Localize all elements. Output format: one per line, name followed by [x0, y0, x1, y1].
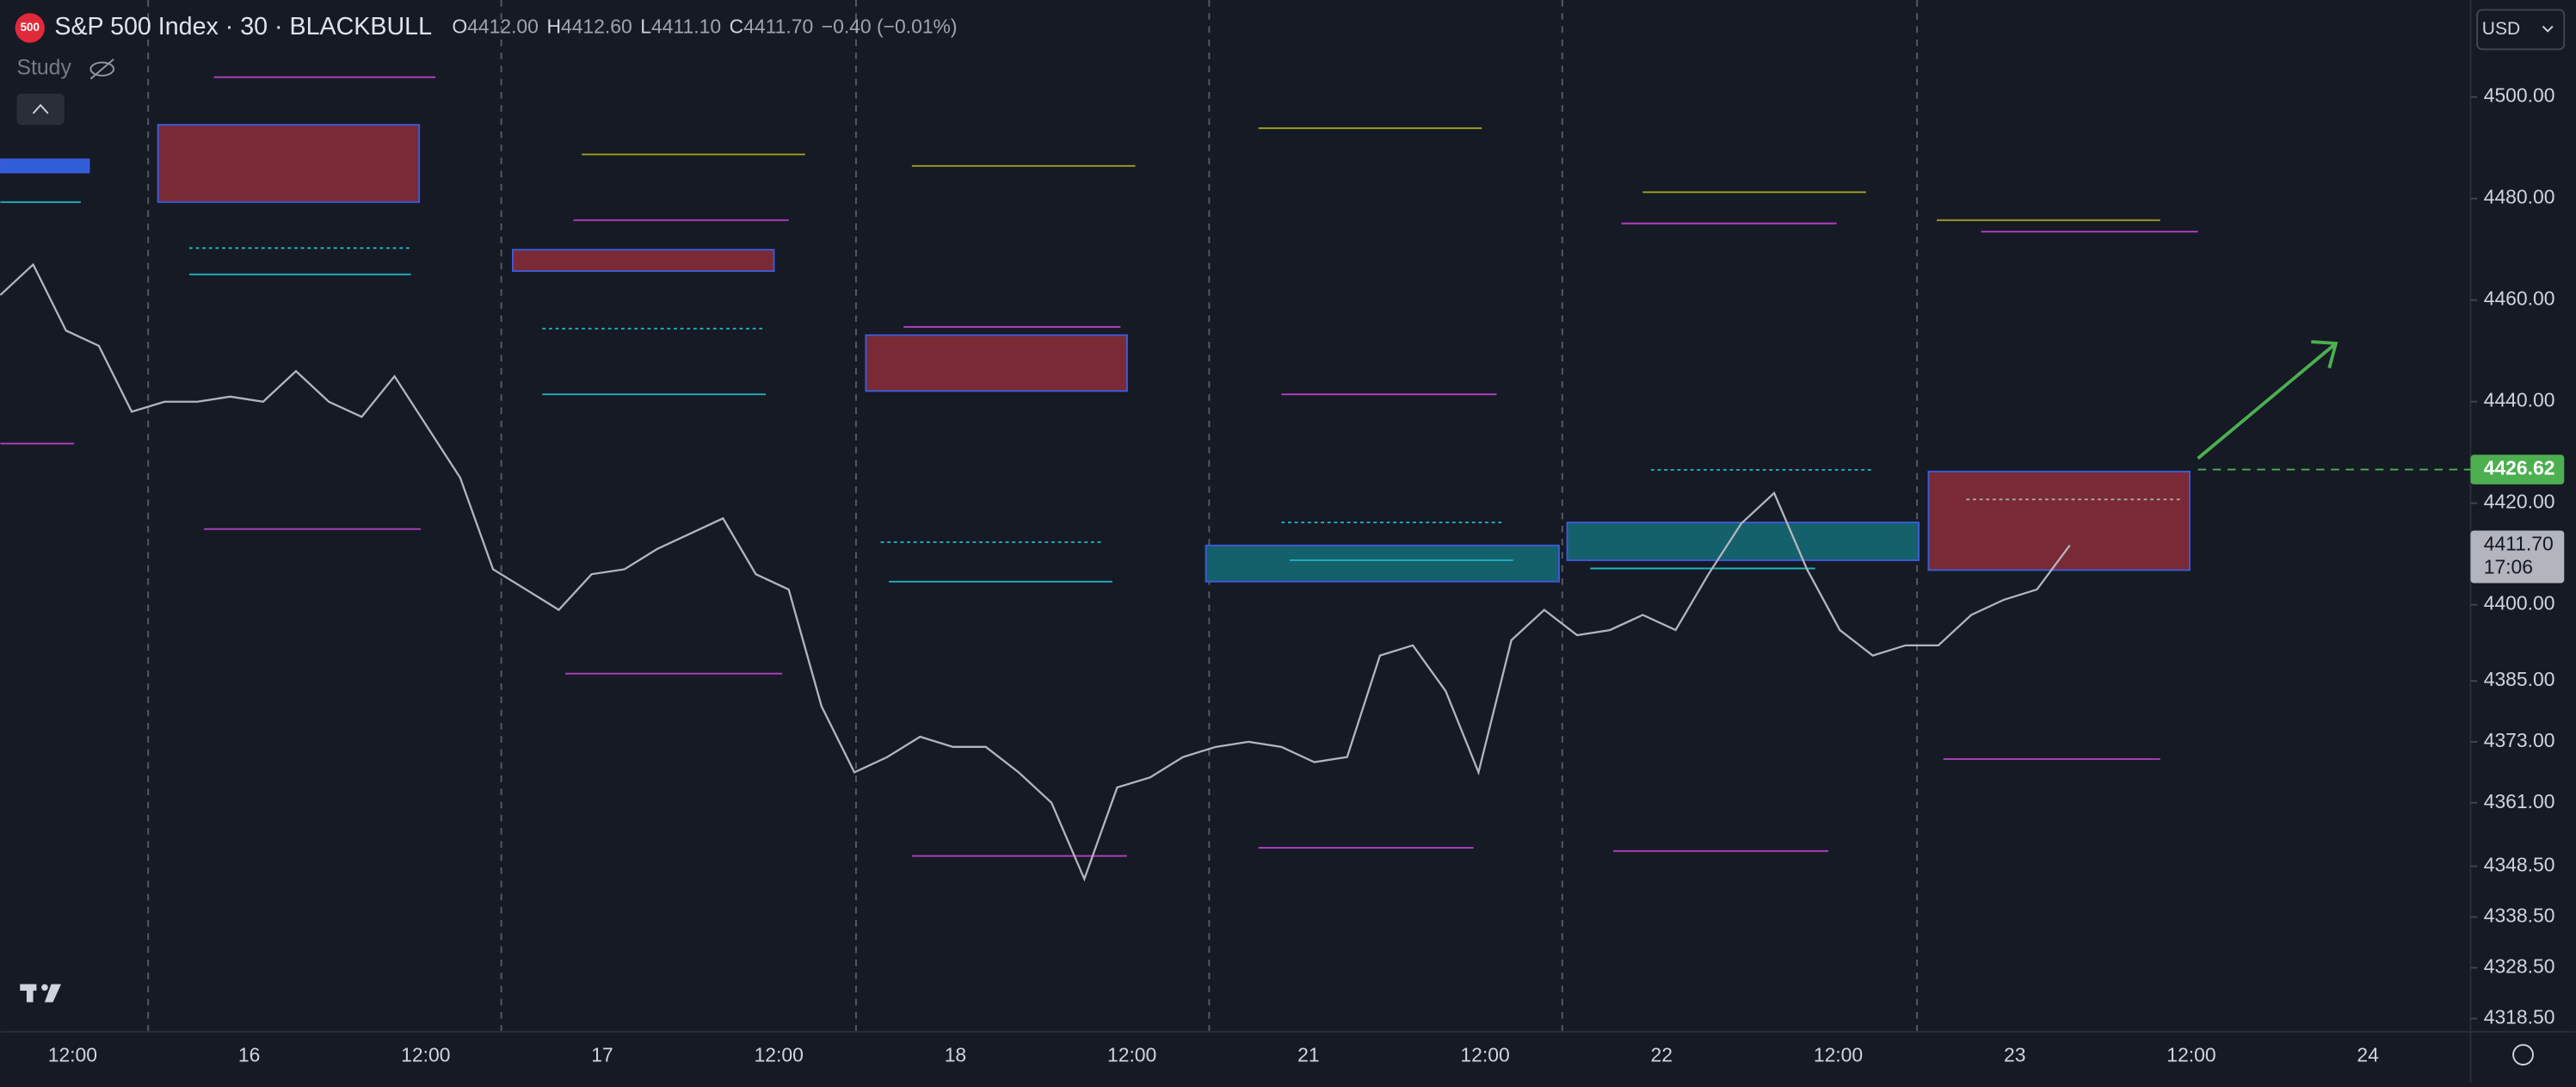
y-tick-label: 4338.50: [2484, 905, 2555, 927]
zones: [0, 124, 2191, 583]
ohlc: O4412.00 H4412.60 L4411.10 C4411.70 −0.40 (−…: [452, 15, 957, 37]
y-tick-label: 4373.00: [2484, 729, 2555, 751]
levels: [0, 76, 2198, 857]
y-tick-label: 4420.00: [2484, 491, 2555, 513]
y-tick-label: 4480.00: [2484, 186, 2555, 208]
y-tick-label: 4385.00: [2484, 668, 2555, 690]
y-tick-label: 4318.50: [2484, 1006, 2555, 1028]
x-tick-label: 12:00: [1460, 1044, 1509, 1066]
symbol[interactable]: S&P 500 Index · 30 · BLACKBULL: [54, 13, 432, 40]
plot: [0, 262, 2071, 882]
countdown: 17:06: [2484, 555, 2533, 577]
tv-logo: [20, 984, 62, 1003]
label: H: [546, 15, 561, 37]
x-tick-label: 17: [591, 1044, 613, 1066]
x-tick-label: 12:00: [2166, 1044, 2215, 1066]
y-tick-label: 4440.00: [2484, 389, 2555, 411]
x-tick-label: 12:00: [401, 1044, 450, 1066]
symbol-logo: [15, 13, 45, 43]
last-badge: [2470, 530, 2565, 584]
currency: USD: [2482, 19, 2520, 39]
label: L: [640, 15, 651, 37]
x-tick-label: 16: [238, 1044, 260, 1066]
y-tick-label: 4400.00: [2484, 592, 2555, 615]
study-label[interactable]: Study: [16, 57, 71, 80]
y-tick-label: 4348.50: [2484, 854, 2555, 876]
x-tick-label: 18: [945, 1044, 966, 1066]
label: C: [730, 15, 744, 37]
target-badge: [2470, 454, 2565, 485]
arrow: [2197, 340, 2339, 460]
dropdown-arrow: [2542, 25, 2554, 33]
session-separators: [147, 0, 1919, 1032]
x-tick-label: 22: [1651, 1044, 1673, 1066]
y-tick-label: 4361.00: [2484, 790, 2555, 812]
value: 4412.60: [561, 15, 632, 37]
last-label: 4411.70: [2484, 533, 2554, 555]
x-tick-label: 12:00: [1814, 1044, 1863, 1066]
y-tick-label: 4328.50: [2484, 955, 2555, 978]
x-tick-label: 12:00: [48, 1044, 97, 1066]
label: O: [452, 15, 467, 37]
change: −0.40 (−0.01%): [822, 15, 958, 37]
x-tick-label: 12:00: [1107, 1044, 1156, 1066]
target-label: 4426.62: [2484, 457, 2555, 479]
settings-icon[interactable]: [2512, 1044, 2534, 1065]
currency-button[interactable]: [2476, 9, 2566, 51]
price-line: [0, 262, 2071, 882]
chevron: [32, 103, 49, 114]
y-tick-label: 4500.00: [2484, 84, 2555, 107]
logo-text: 500: [21, 21, 40, 34]
value: 4411.70: [743, 15, 813, 37]
collapse-button[interactable]: [16, 93, 65, 126]
y-tick-label: 4460.00: [2484, 287, 2555, 310]
x-tick-label: 12:00: [755, 1044, 804, 1066]
value: 4411.10: [651, 15, 721, 37]
value: 4412.00: [467, 15, 539, 37]
x-tick-label: 21: [1297, 1044, 1319, 1066]
x-tick-label: 24: [2357, 1044, 2379, 1066]
x-tick-label: 23: [2004, 1044, 2025, 1066]
hide-icon[interactable]: [89, 58, 115, 80]
